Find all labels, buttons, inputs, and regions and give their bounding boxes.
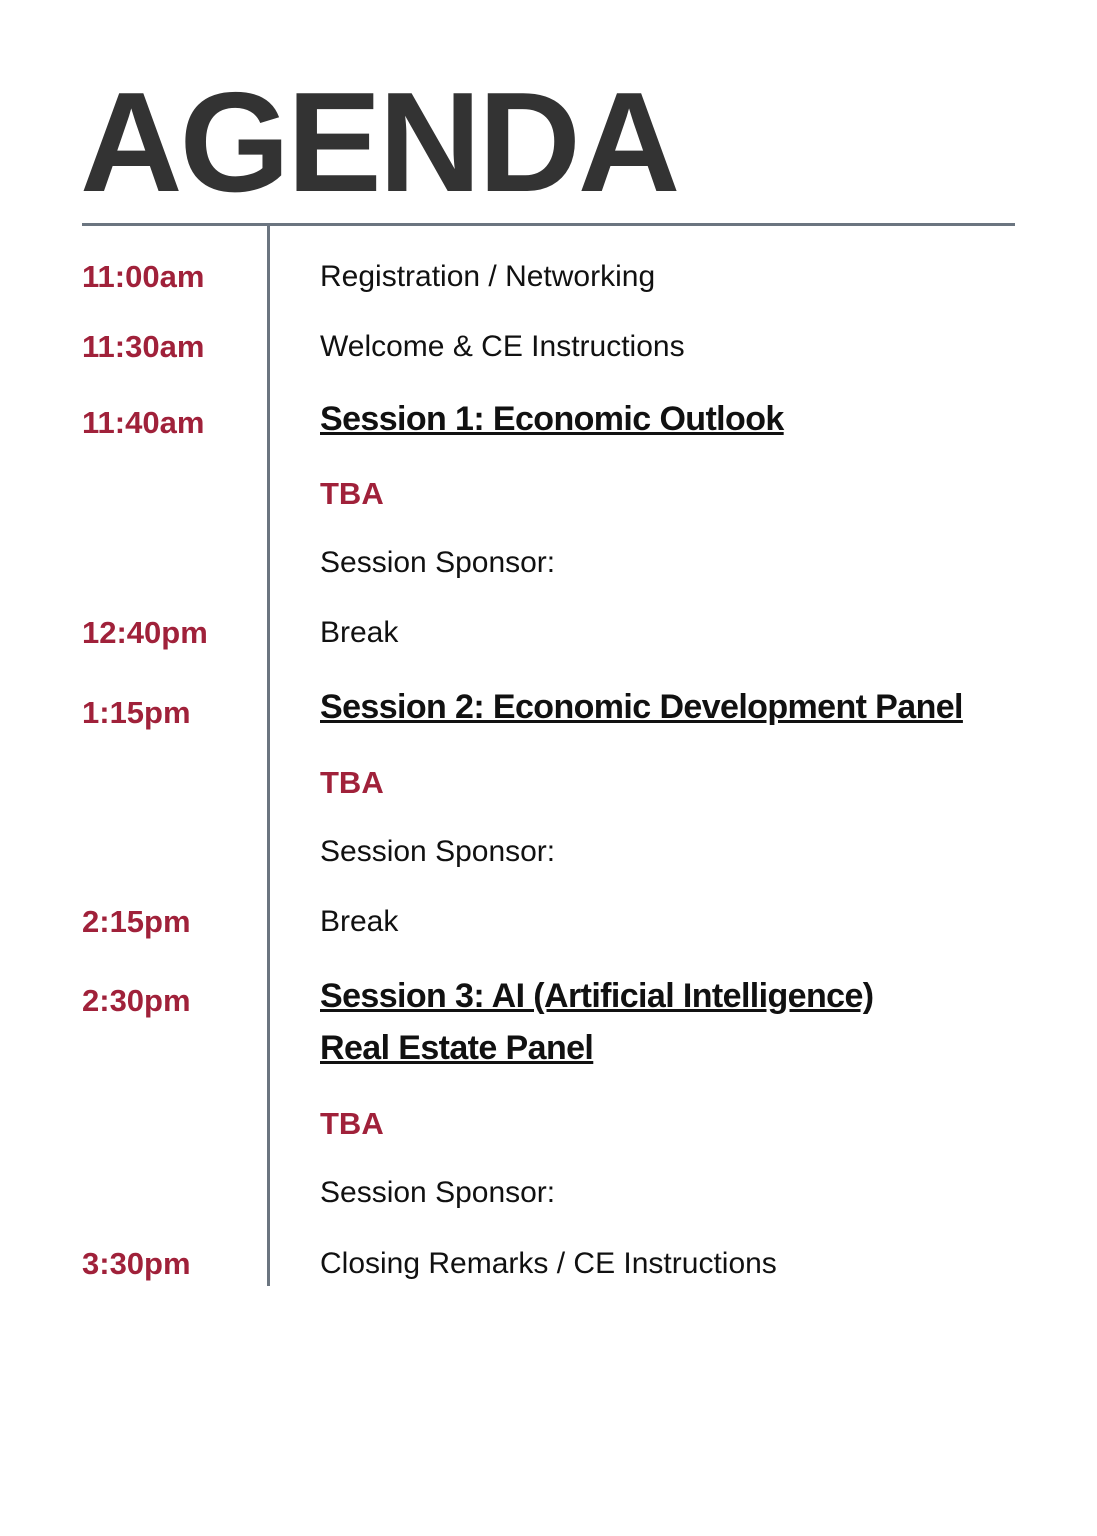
- time: 12:40pm: [82, 615, 208, 650]
- session-title[interactable]: Session 2: Economic Development Panel: [320, 688, 964, 726]
- item: Break: [320, 616, 399, 649]
- session-title[interactable]: Real Estate Panel: [320, 1029, 594, 1067]
- item: Break: [320, 905, 399, 938]
- item: Session Sponsor:: [320, 835, 556, 868]
- item: Session Sponsor:: [320, 1176, 556, 1209]
- item: Welcome & CE Instructions: [320, 330, 685, 363]
- item: Session Sponsor:: [320, 546, 556, 579]
- time: 2:15pm: [82, 904, 191, 939]
- speaker: TBA: [320, 1106, 384, 1141]
- time: 1:15pm: [82, 695, 191, 730]
- item: Registration / Networking: [320, 260, 656, 293]
- timeline: [267, 226, 270, 1286]
- time: 11:30am: [82, 329, 205, 364]
- item: Closing Remarks / CE Instructions: [320, 1247, 777, 1280]
- speaker: TBA: [320, 765, 384, 800]
- session-title[interactable]: Session 3: AI (Artificial Intelligence): [320, 977, 874, 1015]
- divider: [82, 223, 1015, 226]
- session-title[interactable]: Session 1: Economic Outlook: [320, 400, 784, 438]
- speaker: TBA: [320, 476, 384, 511]
- time: 11:40am: [82, 405, 205, 440]
- time: 2:30pm: [82, 983, 191, 1018]
- time: 11:00am: [82, 259, 205, 294]
- page-title: AGENDA: [80, 63, 680, 222]
- time: 3:30pm: [82, 1246, 191, 1281]
